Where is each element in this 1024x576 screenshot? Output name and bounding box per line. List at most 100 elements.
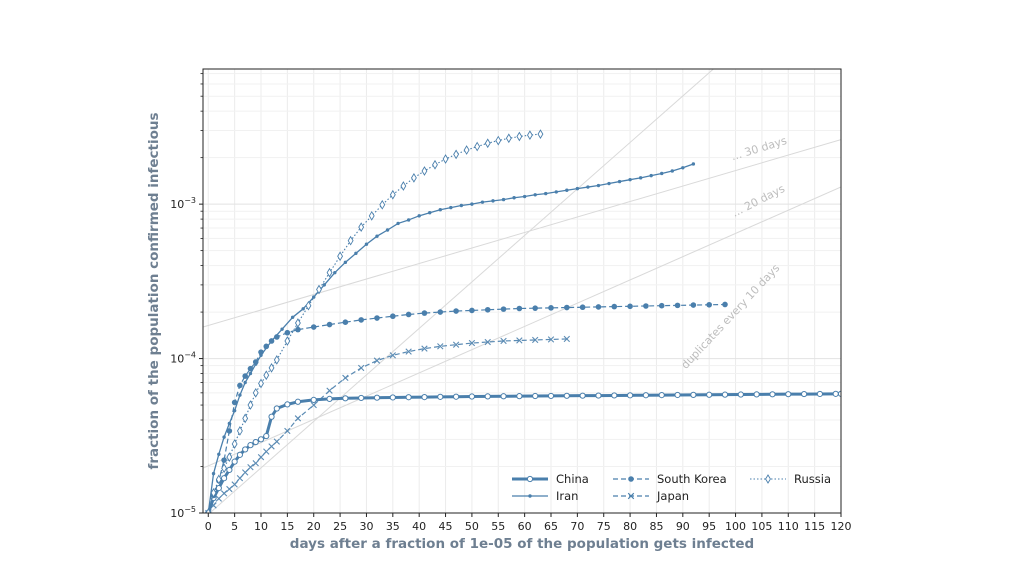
series-layer	[205, 129, 841, 513]
data-point	[595, 392, 602, 399]
data-point	[222, 435, 226, 439]
reference-line	[203, 186, 841, 469]
data-point	[247, 365, 254, 372]
data-point	[526, 475, 534, 483]
data-point	[226, 428, 233, 434]
y-tick-label: 10−5	[170, 505, 196, 520]
x-tick-label: 90	[676, 520, 690, 533]
data-point	[252, 438, 259, 446]
data-point	[548, 305, 554, 311]
data-point	[326, 387, 333, 394]
x-tick-label: 40	[412, 520, 426, 533]
data-point	[500, 306, 507, 312]
x-tick-label: 30	[359, 520, 373, 533]
legend-label: Russia	[794, 472, 831, 486]
x-tick-label: 0	[205, 520, 212, 533]
data-point	[547, 336, 555, 343]
data-point	[480, 200, 485, 204]
data-point	[421, 166, 428, 176]
data-point	[417, 214, 421, 218]
data-point	[410, 172, 417, 183]
data-point	[284, 427, 291, 435]
data-point	[537, 129, 544, 140]
data-point	[516, 337, 523, 344]
data-point	[236, 451, 244, 458]
data-point	[800, 390, 808, 398]
data-point	[484, 138, 491, 149]
series-line	[207, 163, 694, 513]
data-point	[526, 130, 533, 140]
data-point	[405, 311, 412, 318]
data-point	[231, 399, 238, 406]
y-axis-ticks: 10−5 10−4 10−3	[170, 73, 203, 520]
x-tick-label: 50	[465, 520, 479, 533]
data-point	[470, 202, 474, 206]
data-point	[210, 487, 217, 498]
data-point	[691, 162, 696, 166]
data-point	[217, 452, 221, 456]
data-point	[596, 183, 601, 188]
data-point	[379, 199, 386, 210]
data-point	[681, 166, 685, 170]
data-point	[354, 251, 358, 256]
data-point	[358, 222, 365, 232]
data-point	[220, 475, 228, 482]
data-point	[226, 466, 233, 474]
reference-line	[209, 69, 715, 513]
data-point	[516, 305, 523, 312]
data-point	[432, 159, 438, 170]
data-point	[301, 307, 305, 311]
data-point	[221, 463, 228, 474]
data-point	[268, 443, 275, 450]
data-point	[215, 474, 222, 485]
data-point	[257, 436, 265, 443]
series-iran	[206, 162, 696, 513]
data-point	[326, 321, 333, 328]
data-point	[247, 463, 254, 471]
data-point	[468, 393, 476, 400]
data-point	[564, 304, 570, 311]
data-point	[358, 394, 365, 402]
data-point	[268, 338, 275, 344]
x-tick-label: 55	[491, 520, 505, 533]
data-point	[238, 393, 242, 397]
data-point	[428, 211, 432, 215]
data-point	[226, 452, 233, 463]
data-point	[437, 309, 444, 315]
data-point	[242, 373, 248, 379]
data-point	[500, 337, 507, 345]
data-point	[221, 457, 227, 463]
data-point	[500, 393, 507, 400]
x-tick-label: 70	[570, 520, 584, 533]
data-point	[242, 413, 249, 424]
data-point	[310, 401, 317, 409]
data-point	[389, 189, 396, 200]
x-axis-label: days after a fraction of 1e-05 of the po…	[290, 536, 754, 552]
data-point	[769, 391, 776, 398]
data-point	[358, 317, 364, 323]
data-point	[310, 324, 317, 330]
data-point	[522, 194, 527, 199]
data-point	[268, 363, 275, 373]
series-russia	[205, 129, 544, 513]
data-point	[326, 395, 333, 403]
data-point	[284, 401, 291, 408]
x-tick-label: 35	[386, 520, 400, 533]
data-point	[263, 448, 270, 455]
data-point	[607, 181, 611, 186]
data-point	[563, 335, 571, 343]
data-point	[337, 251, 344, 262]
data-point	[832, 390, 839, 397]
data-point	[236, 475, 244, 482]
x-tick-label: 110	[778, 520, 799, 533]
data-point	[400, 181, 407, 191]
legend-item: China	[512, 472, 589, 486]
data-point	[484, 306, 491, 313]
data-point	[442, 154, 449, 164]
data-point	[273, 438, 281, 445]
data-point	[247, 400, 254, 410]
data-point	[347, 235, 354, 246]
reference-line	[203, 139, 841, 328]
